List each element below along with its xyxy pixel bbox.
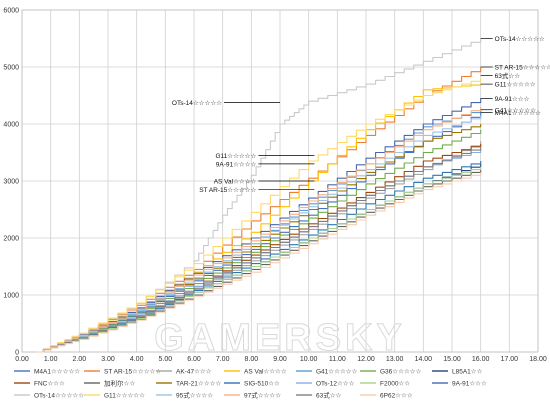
x-tick-label: 18.00 — [529, 356, 547, 363]
x-tick-label: 14.00 — [415, 356, 433, 363]
legend-label: ST AR-15☆☆☆☆☆ — [104, 369, 161, 376]
legend-label: L85A1☆☆ — [452, 369, 483, 376]
legend-label: 加利尔☆☆ — [104, 379, 135, 388]
annotation-label: G11☆☆☆☆☆ — [495, 82, 536, 89]
x-tick-label: 11.00 — [329, 356, 346, 363]
y-tick-label: 6000 — [3, 8, 19, 15]
x-tick-label: 17.00 — [501, 356, 519, 363]
legend-label: F2000☆☆ — [380, 381, 410, 388]
annotation-label: M4A1☆☆☆☆☆ — [495, 110, 541, 117]
annotation-label: OTs-14☆☆☆☆☆ — [172, 100, 222, 107]
watermark: GAMERSKY — [154, 317, 406, 359]
series-line — [36, 172, 482, 353]
legend-label: OTs-12☆☆☆ — [316, 381, 355, 388]
annotation-label: OTs-14☆☆☆☆☆ — [495, 36, 545, 43]
legend-label: 6P62☆☆☆ — [380, 393, 413, 400]
legend-label: FNC☆☆☆ — [34, 381, 65, 388]
x-tick-label: 15.00 — [443, 356, 461, 363]
annotation-label: ST AR-15☆☆☆☆☆ — [199, 187, 256, 194]
x-tick-label: 9.00 — [273, 356, 287, 363]
legend-label: OTs-14☆☆☆☆☆ — [34, 393, 84, 400]
legend-label: 9A-91☆☆☆ — [452, 381, 487, 388]
legend-label: AK-47☆☆☆ — [176, 369, 212, 376]
legend-label: 97式☆☆☆☆ — [244, 391, 281, 400]
legend-label: TAR-21☆☆☆☆ — [176, 381, 221, 388]
annotation-label: ST AR-15☆☆☆☆☆ — [495, 65, 550, 72]
x-tick-label: 6.00 — [187, 356, 201, 363]
annotation-label: G11☆☆☆☆☆ — [215, 153, 256, 160]
y-tick-label: 4000 — [3, 122, 19, 129]
annotation-label: 9A-91☆☆☆☆ — [216, 161, 257, 168]
x-tick-label: 3.00 — [101, 356, 115, 363]
x-tick-label: 5.00 — [159, 356, 173, 363]
annotation-label: AS Val☆☆☆☆ — [214, 179, 257, 186]
legend-label: SIG-510☆☆ — [244, 381, 280, 388]
x-tick-label: 1.00 — [44, 356, 58, 363]
legend-label: G11☆☆☆☆☆ — [104, 393, 145, 400]
series-line — [36, 106, 482, 353]
legend-label: 95式☆☆☆☆ — [176, 391, 213, 400]
annotation-label: 9A-91☆☆☆ — [495, 96, 530, 103]
x-tick-label: 7.00 — [216, 356, 230, 363]
x-tick-label: 8.00 — [245, 356, 259, 363]
plot-frame — [21, 9, 539, 353]
x-tick-label: 16.00 — [472, 356, 490, 363]
y-tick-label: 3000 — [3, 179, 19, 186]
x-tick-label: 10.00 — [300, 356, 318, 363]
x-tick-label: 12.00 — [357, 356, 375, 363]
x-tick-label: 2.00 — [73, 356, 87, 363]
legend-label: M4A1☆☆☆☆☆ — [34, 369, 80, 376]
x-tick-label: 4.00 — [130, 356, 144, 363]
x-tick-label: 0.00 — [15, 356, 29, 363]
series-line — [36, 78, 482, 353]
y-tick-label: 1000 — [3, 293, 19, 300]
annotation-label: G41☆☆☆☆☆ — [495, 107, 537, 114]
legend-label: AS Val☆☆☆☆ — [244, 369, 287, 376]
y-tick-label: 0 — [15, 350, 19, 357]
y-tick-label: 5000 — [3, 65, 19, 72]
series-line — [36, 146, 482, 353]
legend-label: G36☆☆☆☆☆ — [380, 369, 422, 376]
x-tick-label: 13.00 — [386, 356, 404, 363]
legend-label: G41☆☆☆☆☆ — [316, 369, 358, 376]
y-tick-label: 2000 — [3, 236, 19, 243]
annotation-label: 63式☆☆ — [495, 71, 521, 80]
legend-label: 63式☆☆ — [316, 391, 342, 400]
